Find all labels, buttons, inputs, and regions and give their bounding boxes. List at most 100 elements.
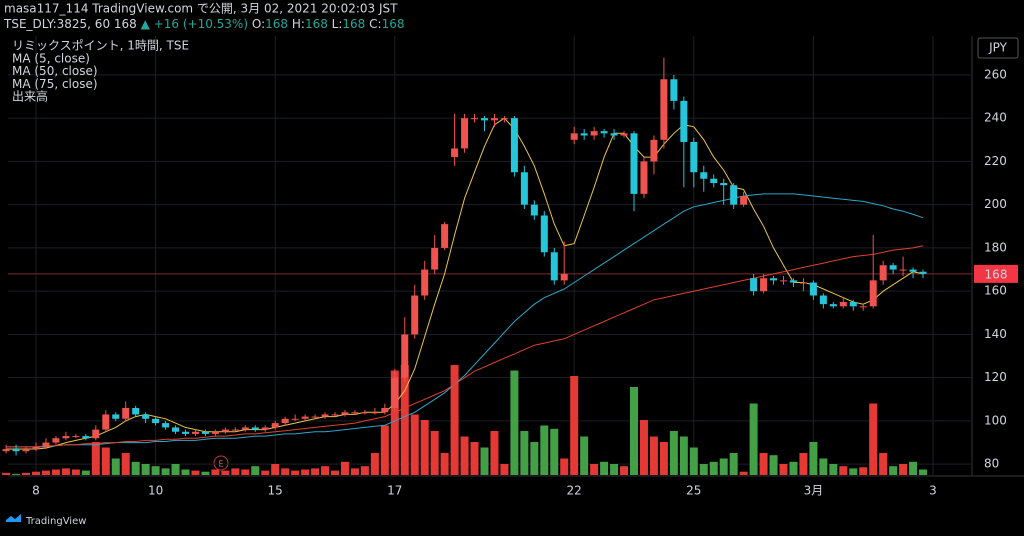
currency-box[interactable] [977, 37, 1019, 59]
price: 168 [114, 17, 137, 31]
volume-bar [12, 473, 21, 475]
y-tick-label: 220 [984, 154, 1007, 168]
candle-body [142, 414, 150, 419]
y-tick-label: 140 [984, 327, 1007, 341]
candle-body [610, 133, 618, 136]
volume-bar [111, 458, 120, 475]
candle-body [899, 269, 907, 271]
volume-bar [659, 442, 668, 475]
brand-logo [6, 514, 21, 522]
candle-body [291, 418, 299, 420]
volume-bar [759, 453, 768, 475]
candle-body [421, 269, 429, 296]
candle-body [331, 414, 339, 416]
candle-body [391, 377, 399, 408]
x-tick-label: 3 [929, 484, 937, 498]
x-tick-label: 17 [387, 484, 402, 498]
legend-entry: MA (75, close) [12, 77, 98, 91]
volume-bar [470, 442, 479, 475]
candle-body [231, 429, 239, 431]
candle-body [849, 301, 857, 307]
volume-bar [749, 403, 758, 475]
candle-body [191, 431, 199, 434]
volume-bar [301, 469, 310, 475]
candle-body [780, 280, 787, 282]
volume-bar [131, 461, 140, 475]
volume-bar [679, 436, 688, 475]
candle-body [869, 280, 877, 307]
candle-body [2, 449, 10, 452]
candle-body [550, 252, 558, 281]
candle-body [680, 100, 688, 142]
volume-bar [889, 466, 898, 475]
volume-bar [171, 464, 180, 475]
candle-body [102, 414, 110, 430]
volume-bar [649, 436, 658, 475]
candle-body [530, 204, 538, 216]
candle-body [770, 278, 778, 281]
symbol-line: TSE_DLY:3825, 60 168 ▲ +16 (+10.53%) O:1… [3, 17, 404, 31]
volume-bar [101, 447, 110, 475]
candle-body [351, 412, 359, 414]
volume-bar [709, 461, 718, 475]
volume-bar [261, 470, 270, 475]
candle-body [471, 118, 479, 120]
candle-body [361, 412, 369, 414]
x-tick-label: 22 [567, 484, 582, 498]
candle-body [809, 282, 817, 296]
volume-bar [500, 464, 509, 475]
volume-bar [350, 468, 359, 475]
candle-body [481, 118, 488, 121]
candle-body [660, 79, 668, 140]
candle-body [500, 118, 508, 120]
volume-bar [540, 425, 549, 475]
event-icon[interactable] [213, 455, 229, 471]
volume-bar [799, 453, 808, 475]
candle-body [730, 185, 738, 205]
last-price-label: 168 [985, 267, 1008, 281]
volume-bar [61, 468, 70, 475]
currency[interactable]: JPY [988, 41, 1008, 55]
candle-body [162, 423, 170, 428]
x-tick-label: 25 [686, 484, 701, 498]
candle-body [241, 427, 249, 430]
volume-bar [669, 431, 678, 475]
candle-body [271, 423, 279, 428]
y-tick-label: 100 [984, 413, 1007, 427]
volume-bar [360, 466, 369, 475]
o-value: 168 [265, 17, 288, 31]
y-tick-label: 240 [984, 111, 1007, 125]
h-value: 168 [305, 17, 328, 31]
candle-body [172, 427, 180, 432]
volume-bar [829, 464, 838, 475]
volume-bar [919, 469, 928, 475]
volume-bar [809, 442, 818, 475]
candle-body [82, 436, 90, 439]
volume-bar [400, 365, 409, 475]
candle-body [92, 429, 100, 439]
volume-bar [281, 468, 290, 475]
volume-bar [689, 447, 698, 475]
candle-body [341, 412, 349, 415]
volume-bar [211, 469, 220, 475]
volume-bar [550, 428, 559, 475]
volume-bar [510, 370, 519, 475]
ma-line [6, 117, 924, 450]
candle-body [251, 427, 259, 430]
candle-body [112, 414, 120, 419]
volume-bar [620, 466, 629, 475]
candle-body [859, 306, 867, 308]
volume-bar [719, 458, 728, 475]
candle-body [441, 224, 449, 248]
candle-body [72, 436, 80, 438]
ma-line [6, 193, 924, 448]
volume-bar [51, 469, 60, 475]
candle-body [640, 161, 648, 194]
volume-bar [789, 461, 798, 475]
candle-body [221, 429, 229, 432]
candle-body [451, 148, 459, 158]
legend-entry: MA (5, close) [12, 52, 90, 66]
volume-bar [161, 468, 170, 475]
volume-bar [849, 468, 858, 475]
candle-body [301, 416, 309, 419]
